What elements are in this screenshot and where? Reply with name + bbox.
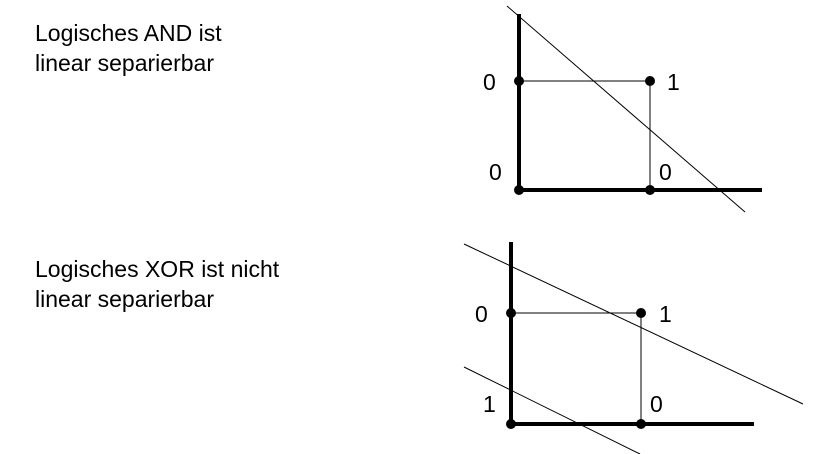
and-point-bottom-left [514, 185, 524, 195]
xor-label-top-left: 0 [475, 301, 488, 327]
and-point-bottom-right [645, 185, 655, 195]
and-caption-line1: Logisches AND ist [35, 20, 222, 46]
and-diagram: 0 1 0 0 [483, 5, 762, 213]
xor-point-top-left [506, 308, 516, 318]
and-label-bottom-left: 0 [489, 159, 502, 185]
xor-diagram: 0 1 1 0 [463, 242, 804, 454]
xor-caption-line1: Logisches XOR ist nicht [35, 256, 280, 282]
and-label-top-left: 0 [483, 69, 496, 95]
xor-label-bottom-left: 1 [483, 391, 496, 417]
and-point-top-right [645, 76, 655, 86]
and-caption-line2: linear separierbar [35, 50, 214, 76]
and-point-top-left [514, 76, 524, 86]
xor-label-top-right: 1 [659, 301, 672, 327]
xor-label-bottom-right: 0 [650, 391, 663, 417]
and-label-top-right: 1 [667, 69, 680, 95]
xor-separator-line-upper [463, 243, 804, 405]
xor-caption-line2: linear separierbar [35, 286, 214, 312]
and-separator-line [506, 5, 746, 213]
xor-caption: Logisches XOR ist nicht linear separierb… [35, 254, 279, 314]
xor-point-bottom-right [636, 419, 646, 429]
xor-point-top-right [636, 308, 646, 318]
and-caption: Logisches AND ist linear separierbar [35, 18, 222, 78]
xor-point-bottom-left [506, 419, 516, 429]
and-label-bottom-right: 0 [659, 159, 672, 185]
xor-separator-line-lower [463, 366, 641, 454]
